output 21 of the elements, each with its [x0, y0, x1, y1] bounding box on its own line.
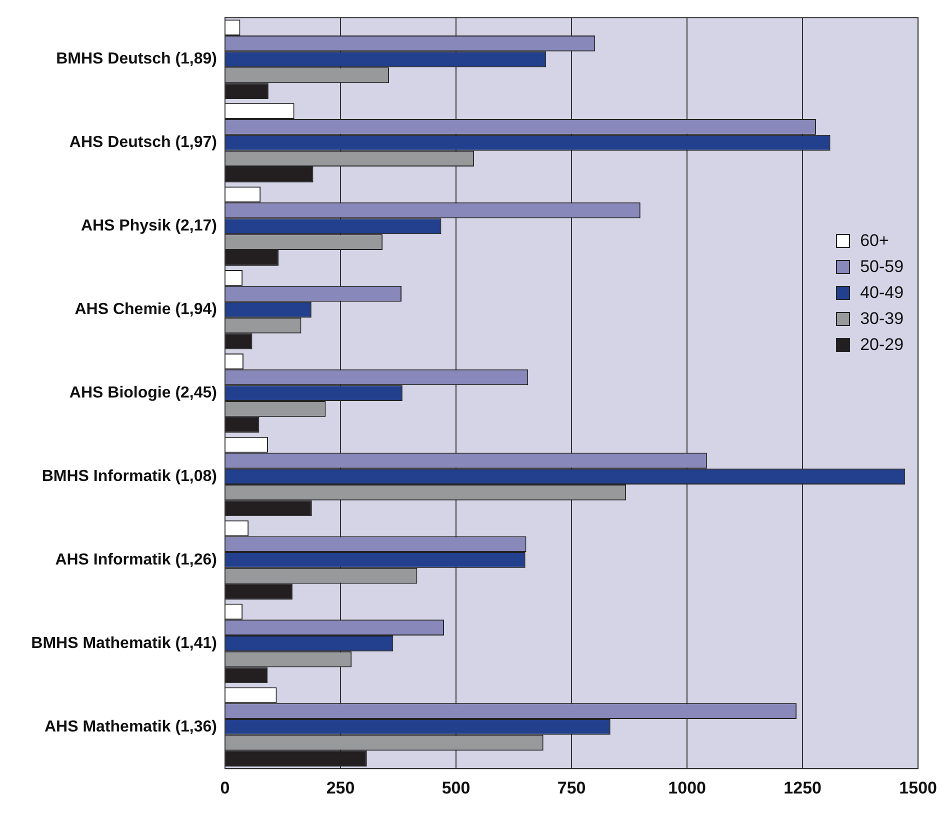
y-tick-label: AHS Biologie (2,45): [69, 384, 217, 402]
y-tick-label: AHS Deutsch (1,97): [69, 134, 217, 152]
y-tick-label: AHS Informatik (1,26): [55, 551, 217, 568]
x-tick-label: 0: [220, 778, 230, 798]
y-tick-label: AHS Physik (2,17): [80, 218, 217, 235]
legend-label: 20-29: [860, 334, 904, 356]
x-tick-label: 1250: [784, 778, 822, 798]
x-tick-label: 250: [326, 778, 355, 798]
legend-label: 60+: [860, 230, 889, 252]
x-tick-label: 1000: [668, 778, 706, 798]
x-tick-label: 500: [442, 778, 470, 798]
legend-label: 50-59: [860, 256, 904, 278]
legend-label: 30-39: [860, 308, 904, 330]
legend-label: 40-49: [860, 282, 904, 304]
y-tick-label: AHS Mathematik (1,36): [44, 718, 217, 736]
y-tick-label: BMHS Deutsch (1,89): [56, 50, 217, 68]
x-tick-label: 1500: [899, 778, 938, 798]
x-tick-label: 750: [557, 778, 586, 798]
y-tick-label: BMHS Mathematik (1,41): [31, 634, 217, 652]
y-tick-label: BMHS Informatik (1,08): [42, 468, 217, 485]
y-tick-label: AHS Chemie (1,94): [74, 301, 217, 318]
